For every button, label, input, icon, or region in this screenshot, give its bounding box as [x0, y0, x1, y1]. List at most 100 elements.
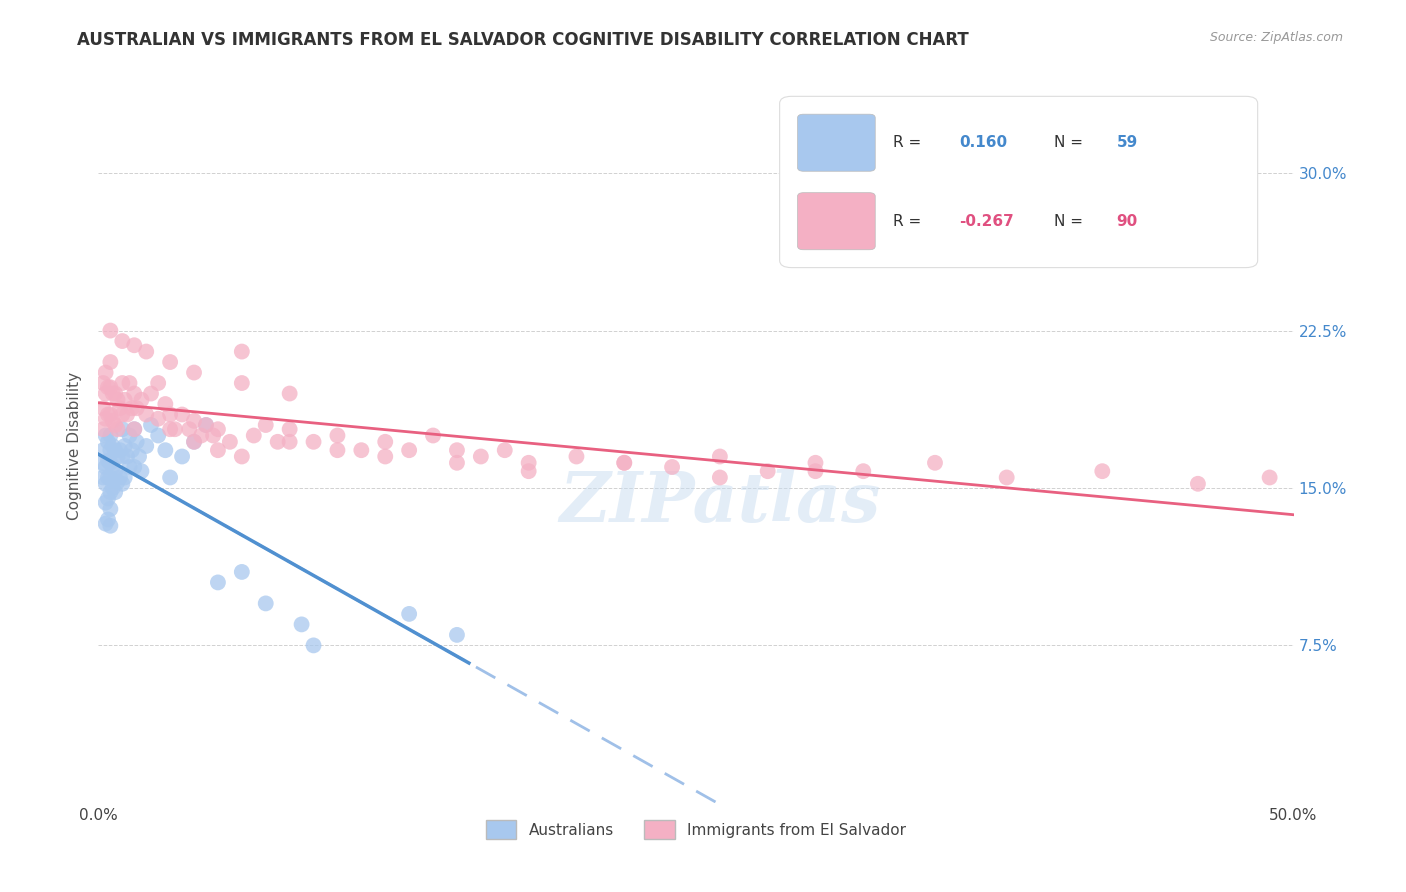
Point — [108, 401, 131, 416]
Point — [107, 422, 129, 436]
Point — [97, 408, 120, 422]
Point — [101, 386, 124, 401]
Point — [94, 516, 117, 531]
Text: R =: R = — [893, 136, 921, 150]
Point — [107, 450, 129, 464]
Text: ZIPatlas: ZIPatlas — [560, 469, 880, 537]
Point — [139, 386, 162, 401]
Point — [108, 443, 131, 458]
Point — [155, 397, 177, 411]
Y-axis label: Cognitive Disability: Cognitive Disability — [67, 372, 83, 520]
Point — [125, 434, 148, 449]
Point — [278, 422, 301, 436]
Point — [97, 380, 120, 394]
Point — [101, 439, 124, 453]
Point — [135, 344, 157, 359]
Point — [159, 408, 181, 422]
Point — [243, 428, 266, 442]
Point — [111, 476, 134, 491]
Text: AUSTRALIAN VS IMMIGRANTS FROM EL SALVADOR COGNITIVE DISABILITY CORRELATION CHART: AUSTRALIAN VS IMMIGRANTS FROM EL SALVADO… — [77, 31, 969, 49]
Point — [94, 366, 117, 380]
Point — [613, 456, 636, 470]
Point — [207, 443, 229, 458]
Point — [517, 464, 540, 478]
Point — [94, 411, 117, 425]
Text: 59: 59 — [1116, 136, 1137, 150]
Point — [104, 464, 127, 478]
Point — [98, 470, 122, 484]
Point — [422, 428, 444, 442]
Point — [107, 392, 129, 407]
Point — [118, 428, 141, 442]
Point — [111, 408, 134, 422]
Point — [470, 450, 492, 464]
Point — [446, 443, 468, 458]
Point — [118, 376, 141, 390]
Point — [104, 417, 127, 432]
Point — [98, 443, 122, 458]
Point — [172, 408, 194, 422]
Point — [291, 617, 314, 632]
Point — [302, 639, 325, 653]
Point — [231, 450, 253, 464]
Point — [155, 443, 177, 458]
Point — [207, 422, 229, 436]
Point — [111, 450, 134, 464]
Point — [148, 411, 170, 425]
Point — [1258, 470, 1281, 484]
Point — [104, 386, 127, 401]
Text: -0.267: -0.267 — [959, 214, 1014, 228]
Point — [101, 414, 124, 428]
Point — [91, 376, 114, 390]
FancyBboxPatch shape — [797, 193, 875, 250]
Point — [114, 439, 136, 453]
Point — [97, 512, 120, 526]
Point — [709, 450, 731, 464]
Point — [97, 491, 120, 506]
Point — [302, 434, 325, 449]
Point — [195, 417, 218, 432]
Point — [398, 607, 420, 621]
Point — [135, 408, 157, 422]
Point — [121, 443, 143, 458]
Text: 90: 90 — [1116, 214, 1137, 228]
Point — [446, 456, 468, 470]
Point — [219, 434, 242, 449]
Point — [121, 401, 143, 416]
Point — [128, 450, 150, 464]
Point — [159, 470, 181, 484]
Point — [183, 414, 205, 428]
Point — [231, 344, 253, 359]
Point — [98, 324, 122, 338]
Point — [114, 392, 136, 407]
Point — [98, 485, 122, 500]
Point — [98, 502, 122, 516]
Point — [111, 334, 134, 348]
Point — [124, 422, 146, 436]
Point — [91, 401, 114, 416]
Point — [97, 453, 120, 467]
Point — [97, 434, 120, 449]
Point — [709, 470, 731, 484]
Point — [108, 470, 131, 484]
Point — [91, 422, 114, 436]
Point — [207, 575, 229, 590]
Text: 0.160: 0.160 — [959, 136, 1007, 150]
Point — [613, 456, 636, 470]
Point — [804, 456, 827, 470]
Point — [278, 434, 301, 449]
Point — [267, 434, 290, 449]
Text: N =: N = — [1054, 214, 1084, 228]
Point — [924, 456, 946, 470]
Point — [115, 408, 138, 422]
Point — [98, 408, 122, 422]
Point — [374, 434, 396, 449]
Point — [94, 460, 117, 475]
Point — [98, 355, 122, 369]
Point — [183, 434, 205, 449]
Point — [756, 464, 779, 478]
Point — [190, 428, 212, 442]
Point — [159, 355, 181, 369]
Point — [91, 470, 114, 484]
Point — [124, 460, 146, 475]
